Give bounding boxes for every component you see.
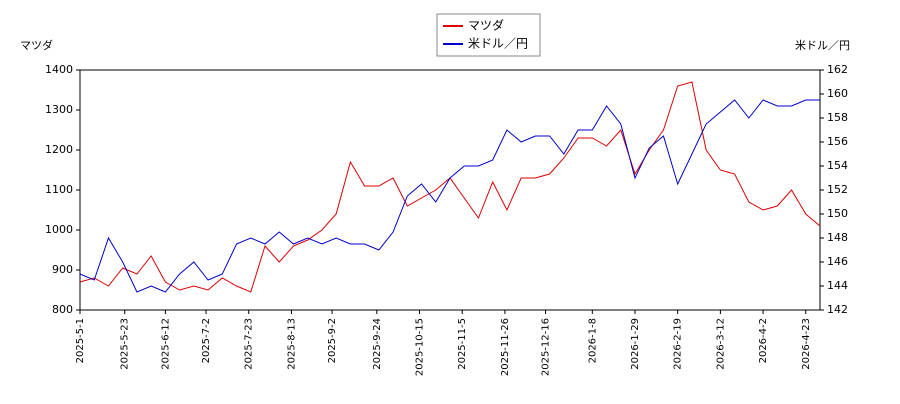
x-tick-label: 2025-5-23 — [120, 318, 131, 370]
x-tick-label: 2025-8-13 — [286, 318, 297, 370]
y2-tick-label: 162 — [827, 63, 848, 76]
x-tick-label: 2025-6-12 — [160, 318, 171, 370]
y-tick-label: 1400 — [45, 63, 73, 76]
x-tick-label: 2025-11-26 — [500, 318, 511, 376]
y-tick-label: 1200 — [45, 143, 73, 156]
y2-tick-label: 150 — [827, 207, 848, 220]
x-tick-label: 2025-7-23 — [244, 318, 255, 370]
legend-label: 米ドル／円 — [468, 37, 528, 51]
y2-tick-label: 142 — [827, 303, 848, 316]
y2-tick-label: 158 — [827, 111, 848, 124]
y2-tick-label: 156 — [827, 135, 848, 148]
y-tick-label: 900 — [52, 263, 73, 276]
plot-frame — [79, 69, 821, 311]
x-tick-label: 2025-12-16 — [541, 318, 552, 376]
x-tick-label: 2025-9-2 — [327, 318, 338, 363]
series-line — [79, 81, 821, 293]
y2-tick-label: 154 — [827, 159, 848, 172]
y2-tick-label: 146 — [827, 255, 848, 268]
x-tick-label: 2025-10-15 — [415, 318, 426, 376]
y2-tick-label: 144 — [827, 279, 848, 292]
y2-tick-label: 160 — [827, 87, 848, 100]
x-tick-label: 2026-1-8 — [587, 318, 598, 363]
x-tick-label: 2025-7-2 — [201, 318, 212, 363]
y2-axis-label: 米ドル／円 — [795, 39, 850, 52]
x-tick-label: 2026-4-2 — [758, 318, 769, 363]
y-tick-label: 1300 — [45, 103, 73, 116]
legend-label: マツダ — [468, 18, 504, 33]
y-tick-label: 800 — [52, 303, 73, 316]
y-tick-label: 1100 — [45, 183, 73, 196]
x-tick-label: 2026-4-23 — [801, 318, 812, 370]
y-axis-label: マツダ — [20, 38, 53, 52]
y2-tick-label: 152 — [827, 183, 848, 196]
y-tick-label: 1000 — [45, 223, 73, 236]
x-tick-label: 2026-2-19 — [673, 318, 684, 370]
x-tick-label: 2026-3-12 — [715, 318, 726, 370]
series-line — [79, 99, 820, 293]
legend-box — [436, 13, 541, 57]
x-tick-label: 2026-1-29 — [630, 318, 641, 370]
x-tick-label: 2025-11-5 — [457, 318, 468, 370]
y2-tick-label: 148 — [827, 231, 848, 244]
x-tick-label: 2025-9-24 — [372, 318, 383, 370]
x-tick-label: 2025-5-1 — [75, 318, 86, 363]
